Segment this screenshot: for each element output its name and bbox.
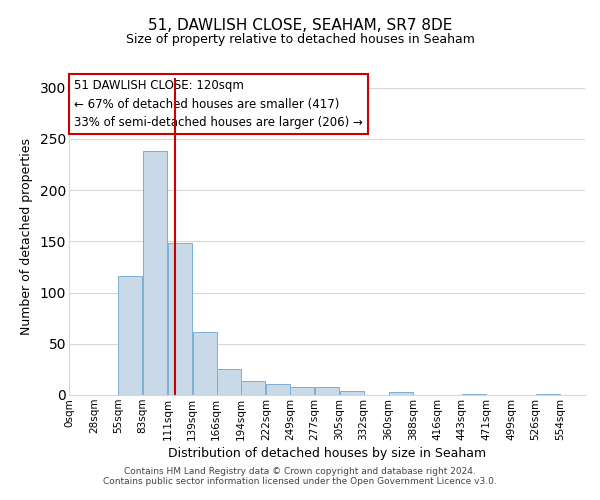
Bar (241, 380, 265, 395)
Text: 51, DAWLISH CLOSE, SEAHAM, SR7 8DE: 51, DAWLISH CLOSE, SEAHAM, SR7 8DE (148, 18, 452, 32)
Bar (118, 276, 142, 395)
Bar (389, 392, 413, 395)
Bar (340, 391, 364, 395)
Text: 51 DAWLISH CLOSE: 120sqm
← 67% of detached houses are smaller (417)
33% of semi-: 51 DAWLISH CLOSE: 120sqm ← 67% of detach… (74, 79, 363, 129)
Bar (143, 151, 167, 395)
Text: Contains public sector information licensed under the Open Government Licence v3: Contains public sector information licen… (103, 477, 497, 486)
X-axis label: Distribution of detached houses by size in Seaham: Distribution of detached houses by size … (168, 447, 486, 460)
Text: Size of property relative to detached houses in Seaham: Size of property relative to detached ho… (125, 32, 475, 46)
Bar (315, 387, 339, 395)
Bar (266, 384, 290, 395)
Bar (217, 370, 241, 395)
Bar (462, 394, 486, 395)
Bar (193, 332, 217, 395)
Bar (536, 394, 560, 395)
Y-axis label: Number of detached properties: Number of detached properties (20, 138, 33, 335)
Bar (168, 244, 192, 395)
Text: Contains HM Land Registry data © Crown copyright and database right 2024.: Contains HM Land Registry data © Crown c… (124, 467, 476, 476)
Bar (290, 387, 314, 395)
